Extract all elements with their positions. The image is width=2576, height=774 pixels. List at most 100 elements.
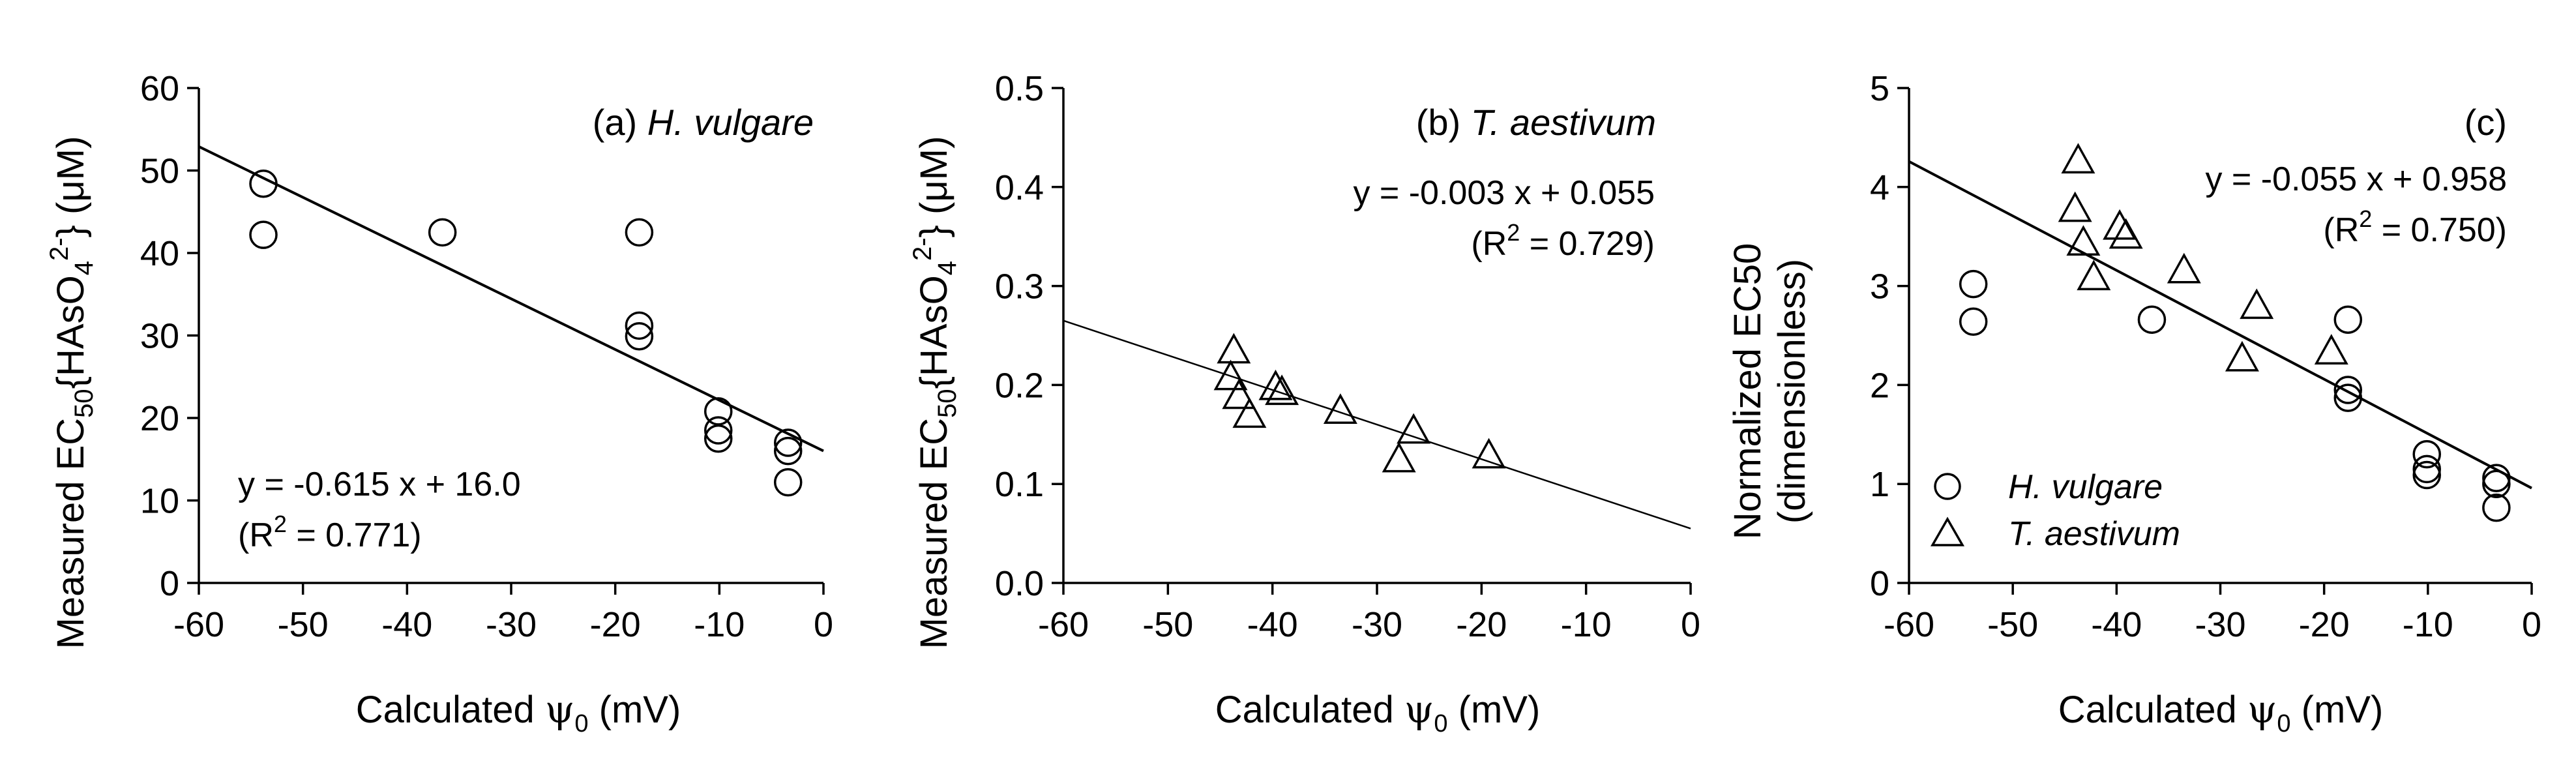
data-point-circle <box>2333 305 2363 334</box>
y-tick-label: 40 <box>140 234 179 273</box>
data-point-circle <box>2333 376 2363 404</box>
panel-a-equation: y = -0.615 x + 16.0 <box>238 466 521 503</box>
data-point-triangle <box>2103 209 2137 240</box>
data-point-triangle <box>2314 334 2348 365</box>
y-tick-label: 0.3 <box>995 267 1044 306</box>
data-point-circle <box>2482 469 2511 498</box>
panel-c: -60 -50 -40 -30 -20 -10 0 0 1 2 3 4 5 (c) y = -0.055… <box>1726 69 2541 737</box>
data-point-triangle <box>2167 252 2201 284</box>
legend-t-aestivum-label: T. aestivum <box>2008 515 2180 553</box>
panel-c-r2: (R2 = 0.750) <box>2323 205 2507 249</box>
legend-h-vulgare-label: H. vulgare <box>2008 468 2163 506</box>
y-tick-label: 20 <box>140 399 179 438</box>
y-tick-label: 1 <box>1870 465 1889 504</box>
y-tick-label: 0.1 <box>995 465 1044 504</box>
legend-circle-marker <box>1934 473 1961 500</box>
panel-a-regression-line <box>198 145 824 453</box>
data-point-triangle <box>1258 369 1293 400</box>
data-point-circle <box>773 428 803 457</box>
data-point-triangle <box>2240 288 2274 320</box>
data-point-circle <box>625 322 654 351</box>
x-tick-label: -20 <box>590 605 641 644</box>
y-tick-label: 0 <box>1870 564 1889 603</box>
panel-a-x-axis-title: Calculated ψ0 (mV) <box>356 687 681 737</box>
panel-b-y-axis-title: Measured EC50{HAsO42-} (μM) <box>908 136 962 649</box>
x-tick-label: -40 <box>1247 605 1298 644</box>
data-point-circle <box>2482 493 2511 522</box>
data-point-triangle <box>2058 191 2092 222</box>
data-point-triangle <box>1222 378 1256 409</box>
x-tick-label: -30 <box>1352 605 1402 644</box>
x-tick-label: -10 <box>2403 605 2453 644</box>
panel-a-r2: (R2 = 0.771) <box>238 511 422 554</box>
panel-a-plot-area: -60 -50 -40 -30 -20 -10 0 0 10 20 30 40 50 60 <box>140 69 833 644</box>
panel-b-regression-line <box>1063 320 1691 529</box>
data-point-circle <box>428 218 457 247</box>
data-point-triangle <box>2109 218 2143 249</box>
y-tick-label: 0.2 <box>995 366 1044 405</box>
x-tick-label: 0 <box>1681 605 1700 644</box>
data-point-triangle <box>1265 374 1299 406</box>
data-point-triangle <box>2077 260 2111 291</box>
data-point-triangle <box>2066 225 2101 256</box>
panel-c-regression-line <box>1908 160 2532 490</box>
data-point-triangle <box>1397 413 1431 444</box>
y-tick-label: 30 <box>140 317 179 356</box>
x-tick-label: 0 <box>2522 605 2541 644</box>
y-tick-label: 0.0 <box>995 564 1044 603</box>
data-point-circle <box>2333 383 2363 412</box>
panel-c-equation: y = -0.055 x + 0.958 <box>2205 160 2507 198</box>
y-tick-label: 10 <box>140 482 179 521</box>
y-tick-label: 50 <box>140 152 179 191</box>
panel-a-label: (a) H. vulgare <box>593 102 814 143</box>
x-tick-label: -50 <box>1987 605 2038 644</box>
x-tick-label: -60 <box>173 605 224 644</box>
x-tick-label: -30 <box>486 605 537 644</box>
panel-b-r2: (R2 = 0.729) <box>1471 219 1655 263</box>
data-point-triangle <box>1323 393 1357 424</box>
x-tick-label: -10 <box>694 605 745 644</box>
x-tick-label: -50 <box>278 605 329 644</box>
panel-c-legend: H. vulgare T. aestivum <box>1930 468 2180 553</box>
legend-triangle-marker <box>1930 516 1965 546</box>
panel-c-y-axis-title-line2: (dimensionless) <box>1771 259 1813 524</box>
y-tick-label: 3 <box>1870 267 1889 306</box>
data-point-triangle <box>1382 441 1416 473</box>
panel-c-y-axis-title-line1: Normalized EC50 <box>1726 243 1769 540</box>
x-tick-label: -50 <box>1142 605 1193 644</box>
data-point-triangle <box>1232 397 1267 428</box>
panel-b-plot-area: -60 -50 -40 -30 -20 -10 0 0.0 0.1 0.2 0.3 0.4 0.5 <box>995 69 1700 644</box>
x-tick-label: -20 <box>1456 605 1507 644</box>
y-tick-label: 0 <box>160 564 179 603</box>
data-point-circle <box>2137 305 2167 334</box>
panel-c-x-axis-title: Calculated ψ0 (mV) <box>2058 687 2384 737</box>
panel-b-label: (b) T. aestivum <box>1416 102 1656 143</box>
data-point-circle <box>2412 454 2441 484</box>
panel-a: -60 -50 -40 -30 -20 -10 0 0 10 20 30 40 50 60 (a) H. … <box>45 69 833 737</box>
data-point-circle <box>773 468 803 497</box>
y-tick-label: 5 <box>1870 69 1889 108</box>
x-tick-label: -60 <box>1038 605 1089 644</box>
data-point-triangle <box>2225 340 2259 372</box>
panel-a-y-axis-title: Measured EC50{HAsO42-} (μM) <box>45 136 98 649</box>
data-point-triangle <box>2061 143 2095 173</box>
x-tick-label: -20 <box>2299 605 2350 644</box>
data-point-circle <box>249 169 278 198</box>
data-point-circle <box>2412 439 2441 469</box>
data-point-circle <box>625 218 654 247</box>
x-tick-label: -10 <box>1561 605 1612 644</box>
x-tick-label: 0 <box>814 605 833 644</box>
panel-b: -60 -50 -40 -30 -20 -10 0 0.0 0.1 0.2 0.3 0.4 0.5 (b… <box>908 69 1700 737</box>
x-tick-label: -40 <box>381 605 432 644</box>
data-point-circle <box>625 311 654 340</box>
data-point-circle <box>2412 460 2441 490</box>
panel-b-x-axis-title: Calculated ψ0 (mV) <box>1215 687 1541 737</box>
panel-c-plot-area: -60 -50 -40 -30 -20 -10 0 0 1 2 3 4 5 <box>1870 69 2541 644</box>
y-tick-label: 0.5 <box>995 69 1044 108</box>
panel-b-equation: y = -0.003 x + 0.055 <box>1353 174 1655 212</box>
data-point-circle <box>773 436 803 466</box>
x-tick-label: -60 <box>1884 605 1934 644</box>
data-point-circle <box>703 416 733 445</box>
y-tick-label: 4 <box>1870 168 1889 207</box>
